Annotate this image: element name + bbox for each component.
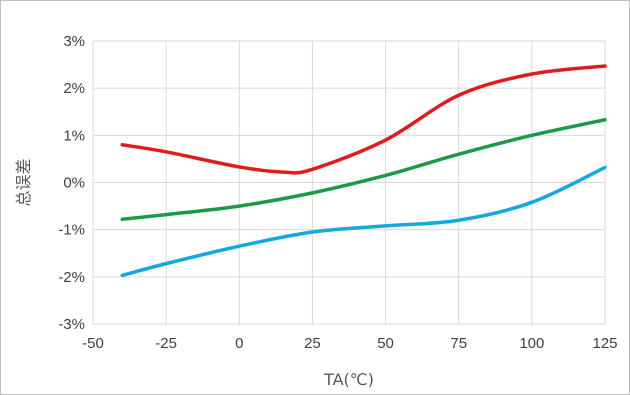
- y-tick-label: 2%: [63, 80, 85, 97]
- x-tick-label: -50: [82, 335, 104, 352]
- y-tick-label: -3%: [58, 316, 85, 333]
- y-tick-label: 0%: [63, 175, 85, 192]
- series-line-2: [120, 118, 607, 222]
- x-tick-label: 25: [304, 335, 321, 352]
- x-tick-labels: -50 -25 0 25 50 75 100 125: [82, 335, 617, 352]
- x-axis-title: TA(℃): [323, 370, 374, 389]
- y-axis-title: 总误差: [14, 158, 33, 206]
- y-tick-label: -1%: [58, 222, 85, 239]
- y-tick-label: -2%: [58, 269, 85, 286]
- series-line-3: [120, 165, 607, 278]
- x-tick-label: -25: [155, 335, 177, 352]
- x-tick-label: 100: [519, 335, 544, 352]
- y-tick-label: 1%: [63, 127, 85, 144]
- gridlines: [92, 40, 606, 325]
- y-tick-labels: -3% -2% -1% 0% 1% 2% 3%: [58, 33, 85, 333]
- series-line-1: [120, 64, 607, 175]
- x-tick-label: 125: [592, 335, 617, 352]
- x-tick-label: 50: [377, 335, 394, 352]
- x-tick-label: 0: [235, 335, 243, 352]
- y-tick-label: 3%: [63, 33, 85, 50]
- x-tick-label: 75: [450, 335, 467, 352]
- series-lines: [120, 64, 607, 278]
